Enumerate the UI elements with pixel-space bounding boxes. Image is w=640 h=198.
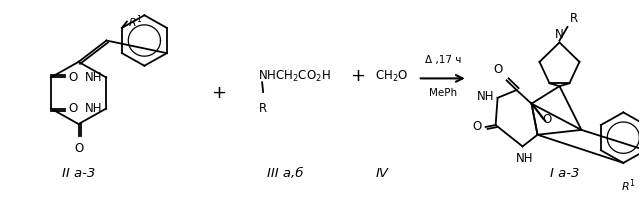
Text: O: O — [472, 120, 482, 133]
Text: O: O — [74, 142, 83, 155]
Text: R: R — [570, 12, 577, 25]
Text: O: O — [69, 71, 78, 84]
Text: CH$_2$O: CH$_2$O — [375, 69, 408, 84]
Text: III a,б: III a,б — [267, 167, 303, 180]
Text: NHCH$_2$CO$_2$H: NHCH$_2$CO$_2$H — [258, 69, 331, 84]
Text: O: O — [543, 113, 552, 126]
Text: II a-3: II a-3 — [62, 167, 95, 180]
Text: Δ ,17 ч: Δ ,17 ч — [424, 55, 461, 65]
Text: MePh: MePh — [429, 88, 457, 98]
Text: +: + — [351, 68, 365, 86]
Text: I a-3: I a-3 — [550, 167, 579, 180]
Text: NH: NH — [84, 102, 102, 115]
Text: NH: NH — [477, 90, 495, 103]
Text: N: N — [555, 28, 564, 41]
Text: NH: NH — [84, 71, 102, 84]
Text: O: O — [493, 64, 502, 76]
Text: R: R — [259, 102, 267, 115]
Text: IV: IV — [376, 167, 388, 180]
Text: +: + — [211, 84, 226, 102]
Text: NH: NH — [516, 152, 533, 165]
Text: O: O — [69, 102, 78, 115]
Text: $R^1$: $R^1$ — [128, 13, 143, 30]
Text: $R^1$: $R^1$ — [621, 177, 636, 194]
